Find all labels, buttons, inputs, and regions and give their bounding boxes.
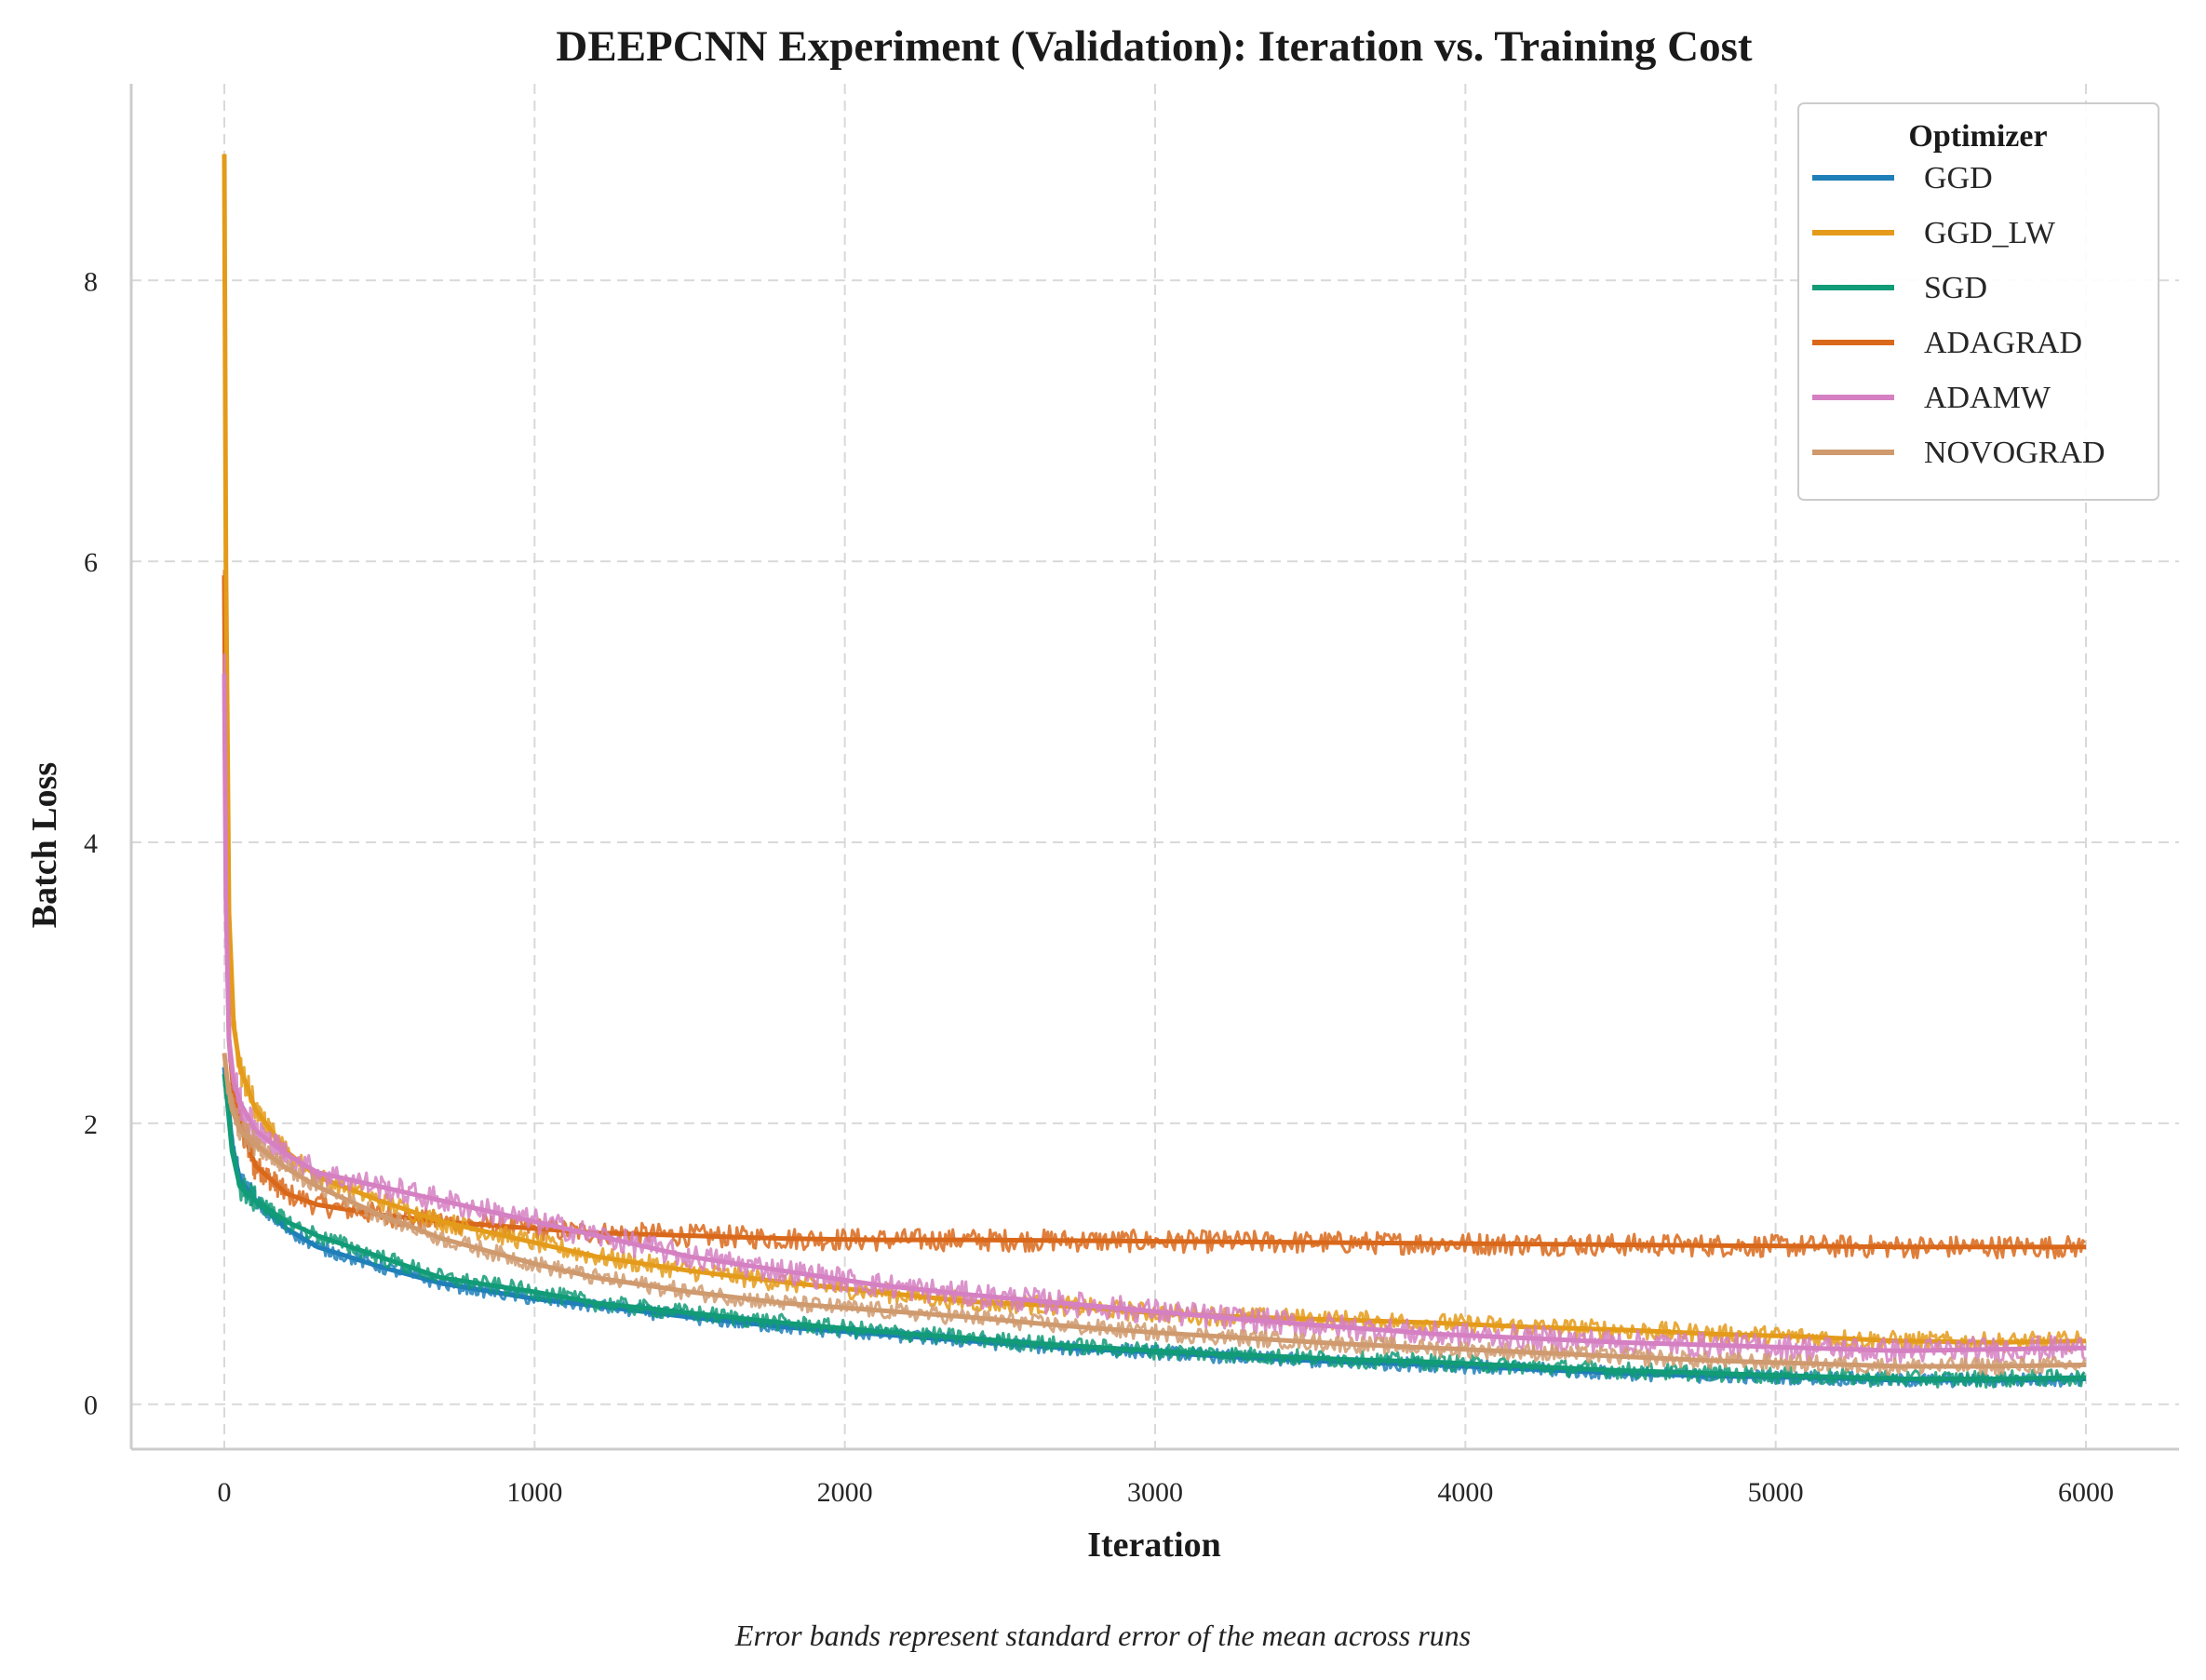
caption: Error bands represent standard error of … (734, 1619, 1471, 1652)
legend-label: ADAMW (1924, 381, 2051, 415)
legend-label: GGD (1924, 161, 1993, 195)
y-axis-title: Batch Loss (25, 762, 64, 928)
series-line (222, 1073, 2087, 1381)
legend-label: ADAGRAD (1924, 326, 2082, 360)
x-axis-title: Iteration (1087, 1525, 1221, 1565)
series-band (222, 1071, 2086, 1389)
series-layer (222, 154, 2087, 1389)
series-line (222, 1053, 2087, 1369)
series-line (222, 154, 2087, 1345)
legend-label: NOVOGRAD (1924, 436, 2105, 470)
legend-frame (1797, 102, 2159, 501)
x-tick-label: 0 (218, 1477, 232, 1508)
x-tick-label: 1000 (506, 1477, 562, 1508)
legend-items: GGD GGD_LW SGD ADAGRAD ADAMW NOVOGRAD (1812, 161, 2105, 470)
axes (129, 84, 2179, 1451)
y-tick-label: 2 (84, 1109, 98, 1140)
series-sgd (222, 1071, 2087, 1389)
legend-label: GGD_LW (1924, 216, 2056, 250)
x-tick-label: 5000 (1748, 1477, 1804, 1508)
legend-title: Optimizer (1908, 119, 2047, 154)
x-tick-label: 4000 (1437, 1477, 1493, 1508)
series-line (222, 673, 2087, 1353)
y-tick-label: 6 (84, 547, 98, 578)
legend-label: SGD (1924, 271, 1987, 305)
series-novograd (222, 1053, 2087, 1377)
x-tick-label: 3000 (1127, 1477, 1183, 1508)
x-tick-label: 6000 (2058, 1477, 2114, 1508)
ticks: 0 1000 2000 3000 4000 5000 6000 0 2 4 6 8 (84, 266, 2114, 1508)
chart-title: DEEPCNN Experiment (Validation): Iterati… (556, 22, 1752, 71)
legend: Optimizer GGD GGD_LW SGD ADAGRAD ADAMW NOVOGR… (1797, 102, 2159, 501)
series-adamw (222, 653, 2087, 1364)
y-tick-label: 0 (84, 1391, 98, 1421)
x-tick-label: 2000 (817, 1477, 873, 1508)
y-tick-label: 4 (84, 828, 98, 859)
y-tick-label: 8 (84, 266, 98, 297)
